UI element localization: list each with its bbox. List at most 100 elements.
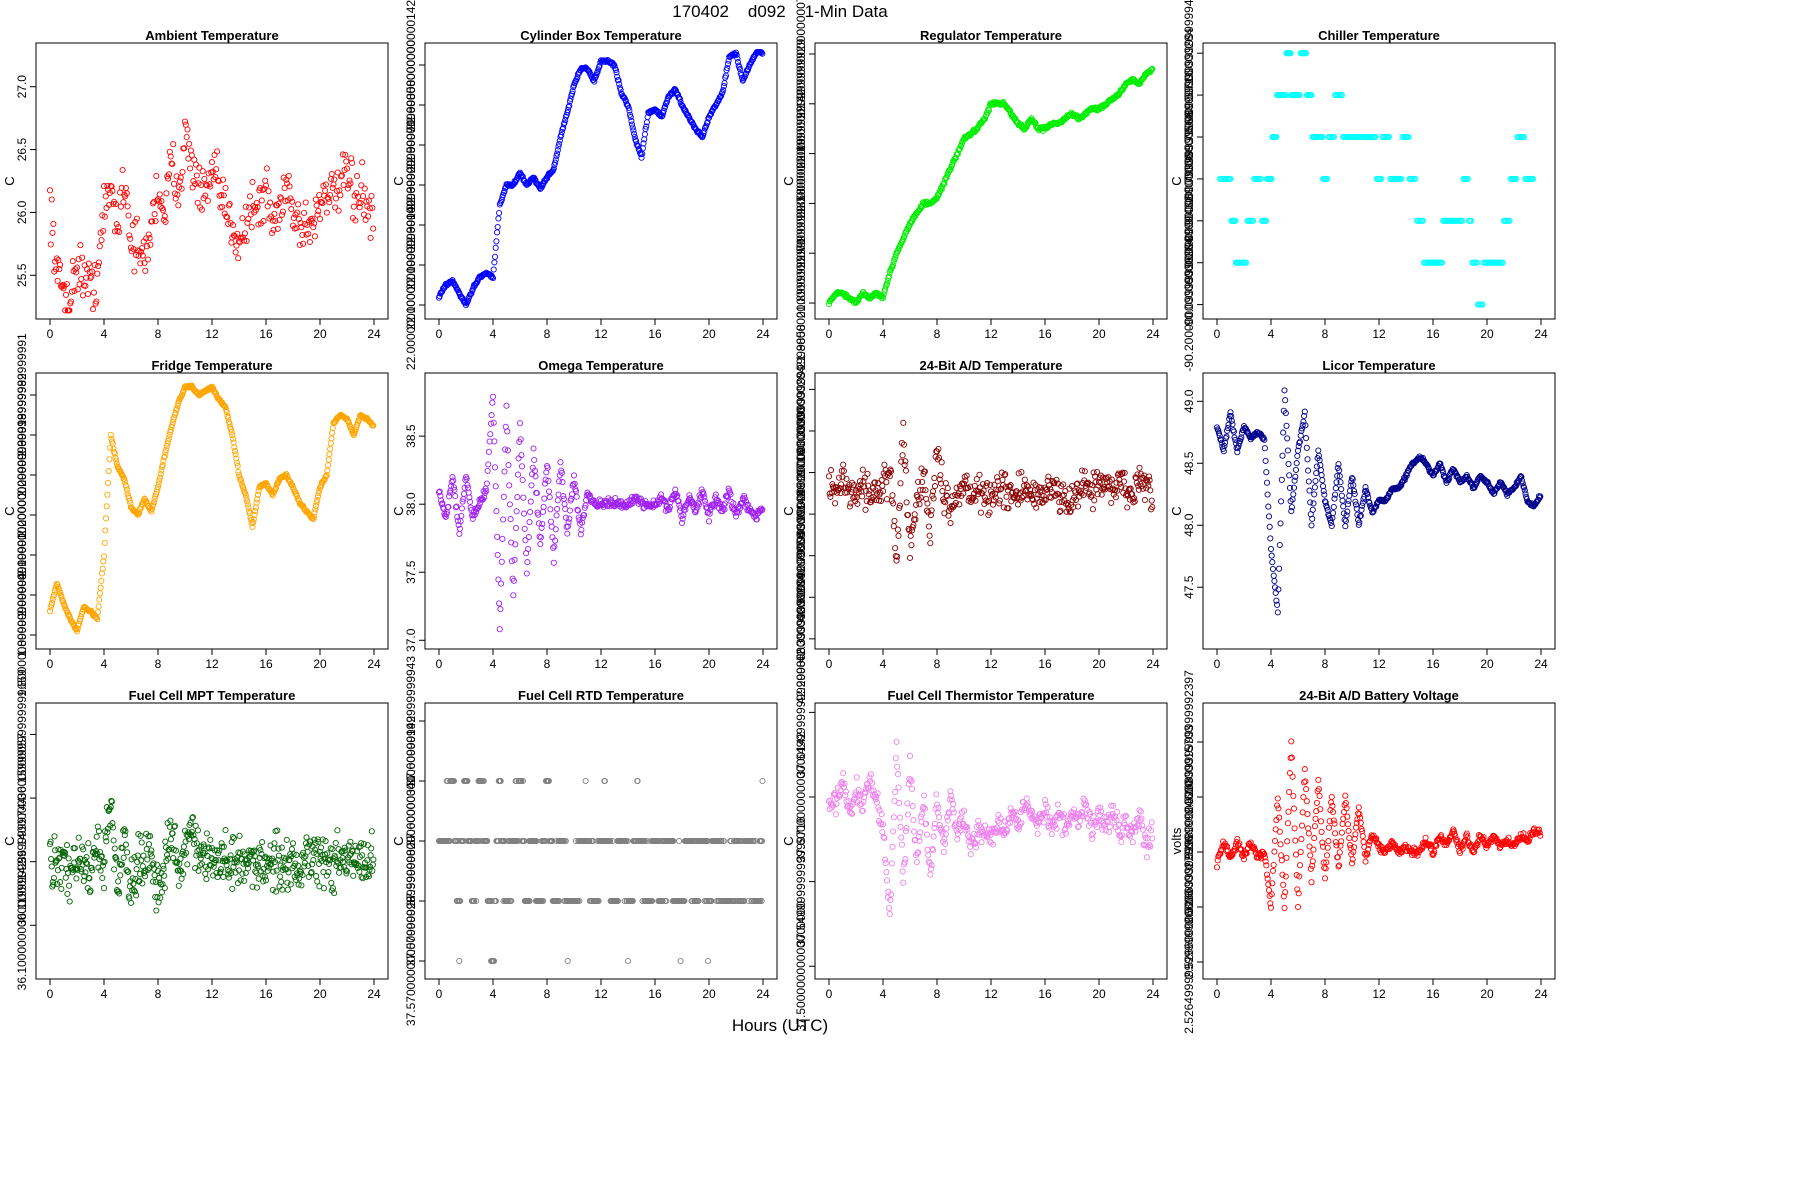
x-tick-label: 8: [155, 987, 162, 1001]
data-point: [305, 230, 312, 237]
data-point: [154, 483, 162, 490]
data-point: [353, 189, 360, 197]
data-point: [63, 842, 70, 849]
data-point: [273, 867, 280, 874]
data-point: [230, 222, 237, 229]
data-point: [344, 185, 351, 192]
data-point: [658, 113, 665, 120]
data-point: [338, 173, 345, 180]
data-point: [561, 501, 568, 508]
data-point: [566, 507, 574, 514]
data-point: [254, 203, 261, 210]
data-point: [131, 268, 138, 275]
x-tick-label: 0: [1214, 327, 1221, 341]
data-point: [559, 479, 566, 486]
data-point: [107, 431, 114, 438]
data-point: [184, 126, 191, 133]
data-point: [553, 153, 560, 160]
data-point: [1023, 122, 1030, 129]
data-point: [720, 86, 727, 94]
data-point: [359, 159, 366, 166]
y-tick-label: -90.09999999999999432: [1182, 195, 1196, 329]
data-point: [757, 49, 765, 56]
data-point: [759, 50, 766, 57]
data-point: [487, 431, 494, 438]
data-point: [273, 202, 281, 209]
x-tick-label: 20: [1480, 327, 1494, 341]
data-point: [892, 545, 899, 552]
data-point: [311, 220, 318, 227]
x-tick-label: 16: [1038, 657, 1052, 671]
data-point: [313, 202, 320, 209]
data-point: [497, 606, 504, 613]
data-point: [1021, 476, 1028, 483]
data-point: [902, 467, 910, 474]
data-point: [977, 509, 984, 516]
data-point: [179, 168, 186, 176]
data-point: [1386, 133, 1393, 141]
data-point: [527, 508, 534, 516]
data-point: [94, 270, 101, 277]
x-tick-label: 16: [259, 327, 273, 341]
data-point: [612, 66, 619, 74]
data-point: [98, 237, 105, 244]
y-axis-label: C: [391, 176, 406, 185]
data-point: [102, 193, 109, 200]
data-point: [614, 73, 621, 80]
data-point: [362, 216, 369, 223]
data-point: [98, 570, 106, 577]
data-point: [894, 526, 901, 533]
data-point: [50, 220, 57, 227]
data-point: [192, 865, 199, 872]
data-point: [203, 876, 210, 883]
x-tick-label: 8: [544, 327, 551, 341]
data-point: [1270, 572, 1277, 579]
data-point: [500, 516, 507, 523]
data-point: [498, 580, 505, 587]
y-tick-label: 22.39999999999999858: [404, 80, 418, 210]
data-point: [259, 186, 266, 193]
x-tick-label: 20: [1480, 657, 1494, 671]
x-tick-label: 4: [1268, 657, 1275, 671]
data-point: [242, 203, 249, 210]
data-point: [127, 235, 134, 242]
x-tick-label: 24: [1534, 657, 1548, 671]
data-point: [152, 218, 159, 225]
data-point: [840, 461, 847, 468]
data-point: [1464, 175, 1471, 182]
data-point: [51, 833, 58, 840]
x-tick-label: 12: [594, 987, 608, 1001]
data-point: [1324, 175, 1331, 182]
data-point: [552, 159, 559, 166]
data-point: [165, 175, 172, 182]
data-point: [1332, 485, 1339, 492]
data-point: [248, 224, 255, 231]
data-point: [1297, 432, 1304, 439]
data-point: [498, 558, 505, 565]
x-tick-label: 0: [47, 657, 54, 671]
data-point: [1269, 565, 1277, 573]
data-point: [1506, 217, 1513, 224]
data-point: [1074, 114, 1081, 122]
chart-title: 24-Bit A/D Temperature: [919, 358, 1062, 373]
data-point: [157, 471, 164, 478]
data-point: [94, 609, 101, 616]
x-tick-label: 20: [1092, 327, 1106, 341]
data-point: [1290, 491, 1297, 498]
data-point: [227, 852, 234, 859]
data-point: [1312, 477, 1319, 485]
data-point: [343, 165, 351, 172]
data-point: [57, 261, 64, 268]
data-point: [156, 477, 163, 484]
data-point: [976, 471, 983, 478]
data-point: [1263, 469, 1270, 476]
data-point: [1006, 107, 1013, 114]
data-point: [622, 96, 629, 104]
x-tick-label: 4: [880, 327, 887, 341]
x-tick-label: 8: [544, 987, 551, 1001]
x-tick-label: 12: [984, 657, 998, 671]
data-point: [142, 267, 149, 274]
data-point: [141, 495, 148, 502]
